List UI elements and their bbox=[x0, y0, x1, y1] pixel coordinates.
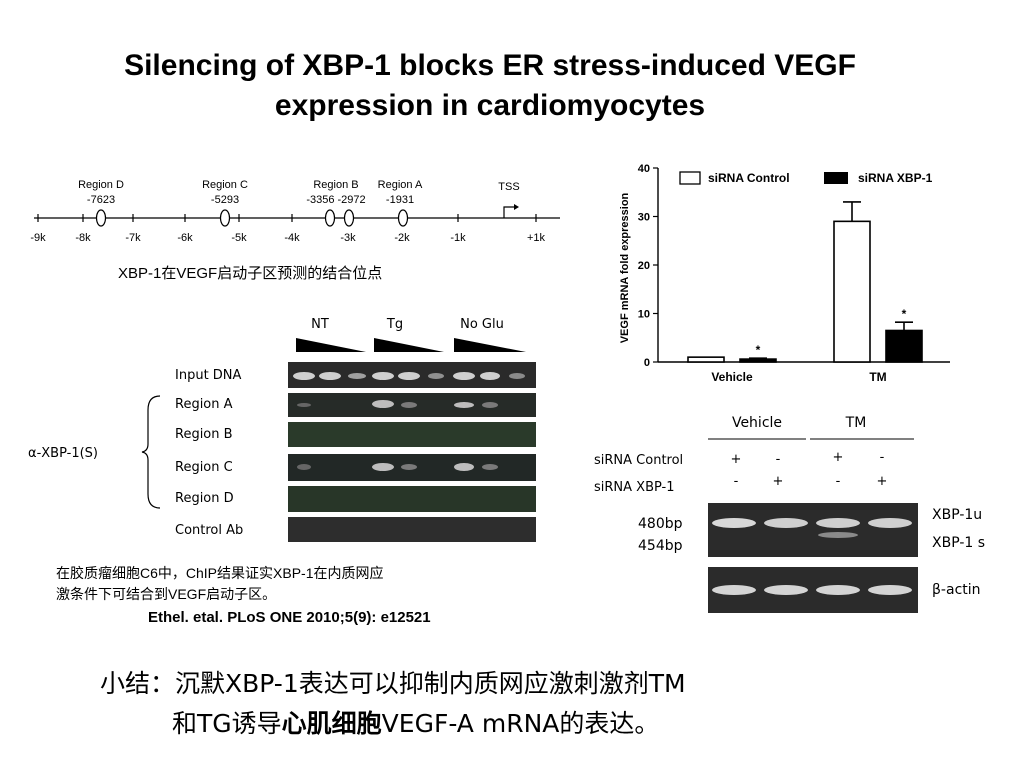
antibody-brace bbox=[141, 395, 161, 509]
promoter-tick-label: -1k bbox=[450, 232, 466, 244]
chip-row-d: Region D bbox=[175, 491, 234, 506]
region-b-pos: -3356 -2972 bbox=[306, 194, 365, 206]
region-a-label: Region A bbox=[378, 179, 423, 191]
chip-condition-noglu: No Glu bbox=[460, 317, 504, 332]
rtpcr-group-tm: TM bbox=[845, 415, 867, 431]
slide-title: Silencing of XBP-1 blocks ER stress-indu… bbox=[40, 46, 940, 126]
chip-condition-tg: Tg bbox=[386, 317, 403, 332]
summary-line-1: 小结：沉默XBP-1表达可以抑制内质网应激刺激剂TM bbox=[100, 669, 686, 698]
rtpcr-group-vehicle: Vehicle bbox=[732, 415, 782, 431]
region-b1-marker bbox=[324, 209, 336, 227]
x-label-tm: TM bbox=[869, 370, 886, 384]
sign-x1: - bbox=[734, 474, 739, 489]
significance-star: * bbox=[756, 343, 761, 357]
citation: Ethel. etal. PLoS ONE 2010;5(9): e12521 bbox=[148, 609, 431, 626]
summary-line-2-suffix: VEGF-A mRNA的表达。 bbox=[381, 709, 660, 738]
sign-c1: + bbox=[731, 452, 742, 467]
promoter-tick-label: -8k bbox=[75, 232, 91, 244]
tss-arrow-icon bbox=[503, 206, 516, 218]
sign-c4: - bbox=[880, 450, 885, 465]
y-tick-label: 30 bbox=[638, 212, 650, 224]
promoter-map: -9k -8k -7k -6k -5k -4k -3k -2k -1k +1k Region D … bbox=[26, 170, 566, 250]
gel-strip-control bbox=[288, 517, 536, 542]
chip-condition-nt: NT bbox=[311, 317, 329, 332]
legend-swatch-xbp1 bbox=[824, 172, 848, 184]
bar-xbp1-tm bbox=[885, 329, 923, 363]
y-tick-label: 10 bbox=[638, 309, 650, 321]
promoter-tick-label: -3k bbox=[340, 232, 356, 244]
chip-row-c: Region C bbox=[175, 460, 233, 475]
chip-note-line-2: 激条件下可结合到VEGF启动子区。 bbox=[56, 586, 277, 602]
region-c-pos: -5293 bbox=[211, 194, 239, 206]
antibody-label: α-XBP-1(S) bbox=[28, 446, 98, 461]
region-b2-marker bbox=[343, 209, 355, 227]
title-line-1: Silencing of XBP-1 blocks ER stress-indu… bbox=[124, 49, 856, 82]
region-c-marker bbox=[219, 209, 231, 227]
sign-c2: - bbox=[776, 452, 781, 467]
tss-label: TSS bbox=[498, 181, 519, 193]
summary-line-2-prefix: 和TG诱导 bbox=[172, 709, 282, 738]
sign-x4: + bbox=[877, 474, 888, 489]
y-tick-label: 40 bbox=[638, 163, 650, 175]
summary-line-2-bold: 心肌细胞 bbox=[281, 709, 382, 738]
noglu-gradient-triangle bbox=[454, 338, 526, 352]
nt-gradient-triangle bbox=[296, 338, 366, 352]
promoter-caption: XBP-1在VEGF启动子区预测的结合位点 bbox=[118, 265, 383, 282]
chip-row-a: Region A bbox=[175, 397, 233, 412]
chip-row-control: Control Ab bbox=[175, 523, 243, 538]
band-xbp1u: XBP-1u bbox=[932, 507, 982, 523]
region-d-pos: -7623 bbox=[87, 194, 115, 206]
summary: 小结：沉默XBP-1表达可以抑制内质网应激刺激剂TM 和TG诱导心肌细胞VEGF… bbox=[100, 664, 930, 744]
chart-ylabel: VEGF mRNA fold expression bbox=[619, 192, 631, 343]
promoter-tick-label: -9k bbox=[30, 232, 46, 244]
chip-note: 在胶质瘤细胞C6中，ChIP结果证实XBP-1在内质网应 激条件下可结合到VEG… bbox=[56, 563, 526, 605]
y-tick-label: 20 bbox=[638, 260, 650, 272]
sign-x3: - bbox=[836, 474, 841, 489]
bar-xbp1-vehicle bbox=[739, 358, 777, 363]
region-d-marker bbox=[95, 209, 107, 227]
promoter-tick-label: +1k bbox=[527, 232, 546, 244]
rtpcr-gel-panel: Vehicle TM siRNA Control siRNA XBP-1 + -… bbox=[588, 405, 1018, 620]
region-a-pos: -1931 bbox=[386, 194, 414, 206]
chip-row-input: Input DNA bbox=[175, 368, 242, 383]
region-a-marker bbox=[397, 209, 409, 227]
chip-row-b: Region B bbox=[175, 427, 233, 442]
promoter-tick-label: -4k bbox=[284, 232, 300, 244]
summary-line-2: 和TG诱导心肌细胞VEGF-A mRNA的表达。 bbox=[100, 704, 930, 744]
region-d-label: Region D bbox=[78, 179, 124, 191]
gel-strip-region-b bbox=[288, 422, 536, 447]
size-480bp: 480bp bbox=[638, 516, 683, 532]
sign-x2: + bbox=[773, 474, 784, 489]
rtpcr-row-xbp1: siRNA XBP-1 bbox=[594, 480, 675, 495]
promoter-tick-label: -7k bbox=[125, 232, 141, 244]
chip-note-line-1: 在胶质瘤细胞C6中，ChIP结果证实XBP-1在内质网应 bbox=[56, 565, 384, 581]
sign-c3: + bbox=[833, 450, 844, 465]
significance-star: * bbox=[902, 307, 907, 321]
y-tick-label: 0 bbox=[644, 357, 650, 369]
promoter-tick-label: -6k bbox=[177, 232, 193, 244]
tg-gradient-triangle bbox=[374, 338, 444, 352]
region-b-label: Region B bbox=[313, 179, 358, 191]
vegf-bar-chart: VEGF mRNA fold expression 0 10 20 30 40 * * V… bbox=[612, 150, 1012, 390]
gel-strip-region-d bbox=[288, 486, 536, 512]
band-actin: β-actin bbox=[932, 582, 981, 598]
title-line-2: expression in cardiomyocytes bbox=[274, 89, 706, 122]
xbp1-gel-strip bbox=[708, 503, 918, 557]
legend-label-control: siRNA Control bbox=[708, 171, 790, 185]
chip-gel-panel: NT Tg No Glu Input DNA Region A Region B… bbox=[20, 310, 550, 550]
promoter-tick-label: -2k bbox=[394, 232, 410, 244]
rtpcr-row-control: siRNA Control bbox=[594, 453, 683, 468]
bar-control-vehicle bbox=[687, 356, 725, 363]
region-c-label: Region C bbox=[202, 179, 248, 191]
x-label-vehicle: Vehicle bbox=[711, 370, 753, 384]
legend-swatch-control bbox=[679, 171, 701, 185]
size-454bp: 454bp bbox=[638, 538, 683, 554]
band-xbp1s: XBP-1 s bbox=[932, 535, 985, 551]
bar-control-tm bbox=[833, 220, 871, 363]
legend-label-xbp1: siRNA XBP-1 bbox=[858, 171, 933, 185]
promoter-tick-label: -5k bbox=[231, 232, 247, 244]
